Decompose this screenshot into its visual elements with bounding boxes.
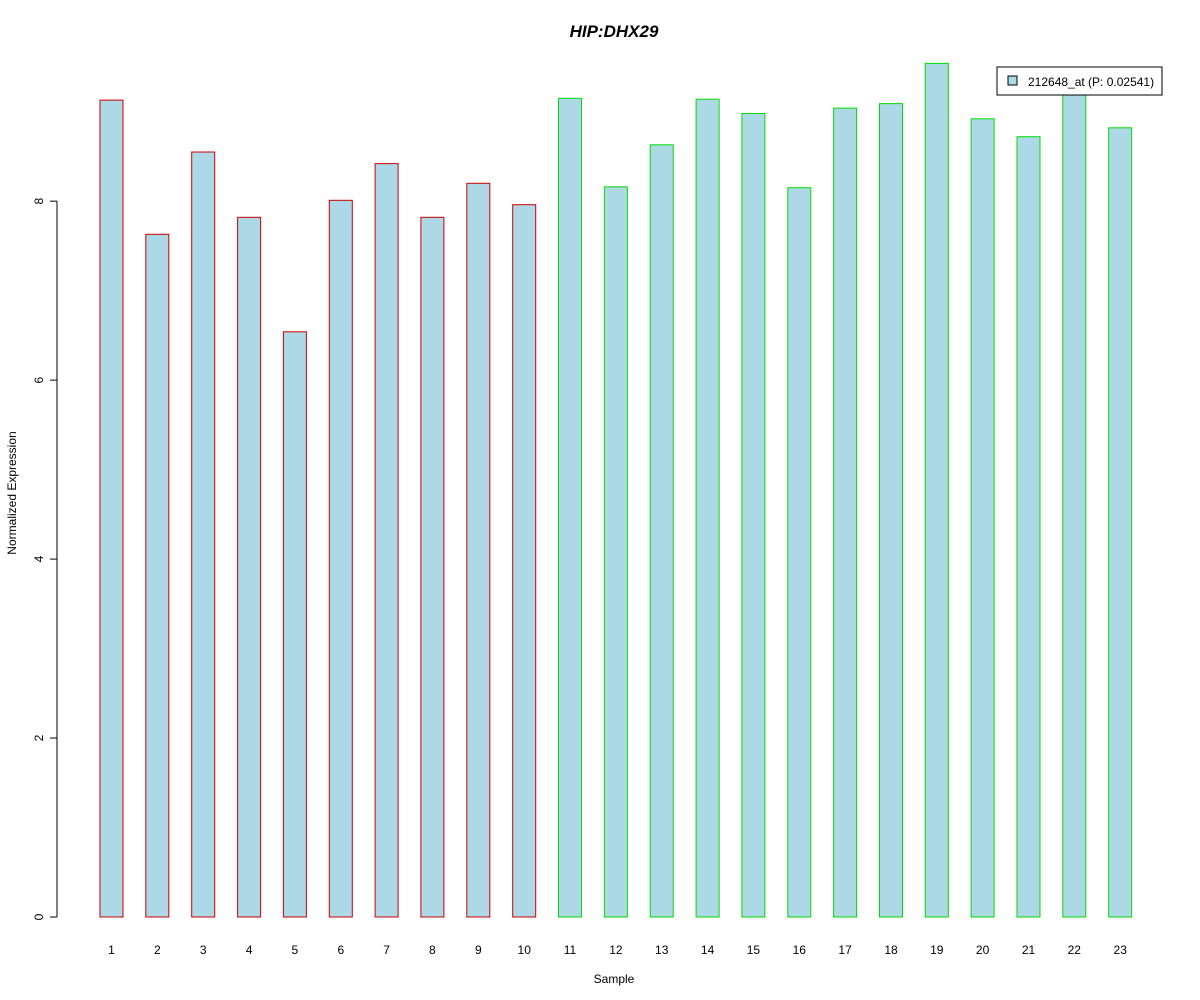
bar-sample-1 [99, 99, 124, 918]
bar-sample-14 [695, 98, 720, 918]
x-tick-label: 6 [337, 943, 344, 957]
y-axis-label: Normalized Expression [5, 431, 19, 554]
bar-sample-22 [1062, 93, 1087, 918]
y-tick-label: 0 [32, 913, 46, 920]
x-tick-label: 19 [930, 943, 944, 957]
x-tick-label: 1 [108, 943, 115, 957]
bar-sample-18 [879, 103, 903, 918]
x-tick-label: 11 [564, 943, 577, 957]
y-axis: 0 2 4 6 8 [32, 198, 58, 920]
x-tick-label: 4 [246, 943, 253, 957]
x-tick-label: 10 [518, 943, 532, 957]
bar-sample-21 [1016, 136, 1041, 918]
bar-sample-13 [649, 144, 674, 918]
bar-sample-10 [512, 204, 537, 918]
bar-sample-11 [558, 97, 582, 918]
x-tick-label: 18 [884, 943, 898, 957]
legend-swatch [1007, 75, 1018, 86]
bar-sample-9 [466, 182, 491, 918]
x-tick-label: 2 [154, 943, 161, 957]
x-axis-label: Sample [594, 972, 635, 986]
x-tick-label: 16 [793, 943, 807, 957]
x-tick-label: 20 [976, 943, 990, 957]
legend-box [996, 66, 1163, 96]
x-tick-label: 8 [429, 943, 436, 957]
bar-sample-15 [741, 113, 766, 918]
bars-group [99, 62, 1133, 918]
bar-sample-17 [833, 107, 858, 918]
x-tick-label: 12 [609, 943, 623, 957]
legend-label: 212648_at (P: 0.02541) [1028, 75, 1154, 89]
x-tick-label: 13 [655, 943, 669, 957]
y-tick-label: 2 [32, 734, 46, 741]
y-tick-label: 6 [32, 376, 46, 383]
x-tick-labels: 1 2 3 4 5 6 7 8 9 10 11 12 13 14 15 16 17 18 19 20 21 22 23 [108, 943, 1127, 957]
x-tick-label: 7 [383, 943, 390, 957]
x-tick-label: 9 [475, 943, 482, 957]
bar-sample-3 [191, 151, 216, 918]
y-tick-label: 4 [32, 555, 46, 562]
bar-sample-8 [420, 216, 445, 918]
x-tick-label: 23 [1114, 943, 1128, 957]
bar-sample-23 [1108, 127, 1133, 918]
bar-sample-2 [145, 233, 170, 918]
bar-sample-19 [924, 62, 949, 918]
bar-sample-6 [328, 199, 353, 918]
x-tick-label: 21 [1022, 943, 1036, 957]
chart-title: HIP:DHX29 [570, 22, 659, 41]
bar-sample-16 [787, 187, 812, 918]
x-tick-label: 5 [292, 943, 299, 957]
x-tick-label: 14 [701, 943, 715, 957]
x-tick-label: 15 [747, 943, 761, 957]
legend: 212648_at (P: 0.02541) [996, 66, 1163, 96]
bar-sample-12 [603, 186, 628, 918]
bar-sample-4 [237, 216, 262, 918]
y-tick-label: 8 [32, 198, 46, 205]
bar-sample-20 [970, 118, 995, 918]
x-tick-label: 17 [838, 943, 852, 957]
bar-sample-7 [374, 163, 399, 918]
bar-sample-5 [282, 331, 307, 918]
x-tick-label: 22 [1068, 943, 1082, 957]
x-tick-label: 3 [200, 943, 207, 957]
